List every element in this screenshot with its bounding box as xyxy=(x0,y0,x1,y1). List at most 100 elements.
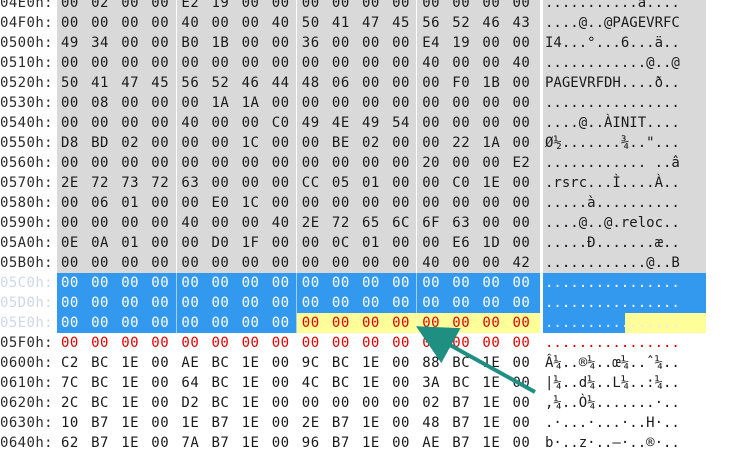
hex-byte[interactable]: 01 xyxy=(362,175,380,191)
hex-byte[interactable]: 00 xyxy=(151,375,170,391)
hex-byte[interactable]: 56 xyxy=(422,15,441,31)
hex-byte[interactable]: 1E xyxy=(362,355,380,371)
hex-byte[interactable]: 00 xyxy=(61,55,79,71)
hex-row[interactable]: 0620h: 2C BC 1E 00 D2 BC 1E 00 00 00 00 00 02 B7 1E 00 ,¼… xyxy=(0,393,751,413)
hex-byte[interactable]: 1E xyxy=(482,375,501,391)
hex-byte[interactable]: 00 xyxy=(151,95,170,111)
hex-byte[interactable]: B7 xyxy=(91,435,109,451)
hex-byte[interactable]: 00 xyxy=(512,115,531,131)
hex-byte[interactable]: 00 xyxy=(452,255,471,271)
hex-byte[interactable]: 00 xyxy=(512,215,531,231)
hex-byte[interactable]: 1D xyxy=(482,235,501,251)
hex-byte[interactable]: 00 xyxy=(482,195,501,211)
hex-byte[interactable]: 00 xyxy=(392,315,410,331)
hex-byte[interactable]: 00 xyxy=(241,155,260,171)
hex-byte[interactable]: 06 xyxy=(331,75,350,91)
hex-byte[interactable]: 00 xyxy=(422,0,441,11)
hex-byte[interactable]: B7 xyxy=(211,435,230,451)
hex-byte[interactable]: B7 xyxy=(452,435,471,451)
hex-byte[interactable]: 00 xyxy=(331,195,350,211)
hex-byte[interactable]: 00 xyxy=(362,95,380,111)
hex-byte[interactable]: E6 xyxy=(452,235,471,251)
hex-byte[interactable]: 00 xyxy=(61,315,79,331)
ascii-text[interactable]: .....Ð.......æ.. xyxy=(545,235,680,251)
hex-byte[interactable]: 40 xyxy=(271,215,290,231)
hex-byte[interactable]: 1E xyxy=(181,415,200,431)
hex-byte[interactable]: 00 xyxy=(271,435,290,451)
hex-byte[interactable]: 00 xyxy=(452,0,471,11)
hex-byte[interactable]: 72 xyxy=(151,175,170,191)
hex-row[interactable]: 0500h: 49 34 00 00 B0 1B 00 00 36 00 00 00 E4 19 00 00 I4… xyxy=(0,33,751,53)
hex-byte[interactable]: 52 xyxy=(211,75,230,91)
hex-byte[interactable]: 00 xyxy=(151,435,170,451)
hex-byte[interactable]: 00 xyxy=(271,255,290,271)
hex-byte[interactable]: 00 xyxy=(392,255,410,271)
hex-byte[interactable]: 00 xyxy=(301,155,320,171)
hex-byte[interactable]: F0 xyxy=(452,75,471,91)
hex-row[interactable]: 0590h: 00 00 00 00 40 00 00 40 2E 72 65 6C 6F 63 00 00..… xyxy=(0,213,751,233)
hex-byte[interactable]: 50 xyxy=(61,75,79,91)
hex-byte[interactable]: 00 xyxy=(181,95,200,111)
hex-byte[interactable]: C2 xyxy=(61,355,79,371)
hex-byte[interactable]: 00 xyxy=(91,315,109,331)
hex-byte[interactable]: 10 xyxy=(61,415,79,431)
hex-byte[interactable]: 40 xyxy=(422,55,441,71)
hex-byte[interactable]: 00 xyxy=(422,95,441,111)
hex-byte[interactable]: 06 xyxy=(91,195,109,211)
hex-byte[interactable]: 00 xyxy=(151,155,170,171)
hex-byte[interactable]: 00 xyxy=(301,135,320,151)
hex-row[interactable]: 0510h: 00 00 00 00 00 00 00 00 00 00 00 00 40 00 00 40..… xyxy=(0,53,751,73)
hex-byte[interactable]: 7A xyxy=(181,435,200,451)
hex-byte[interactable]: 00 xyxy=(151,0,170,11)
hex-byte[interactable]: 00 xyxy=(512,235,531,251)
hex-byte[interactable]: 00 xyxy=(241,175,260,191)
hex-byte[interactable]: 00 xyxy=(512,275,531,291)
hex-byte[interactable]: 00 xyxy=(331,95,350,111)
hex-byte[interactable]: 00 xyxy=(181,195,200,211)
hex-byte[interactable]: 00 xyxy=(91,15,109,31)
hex-byte[interactable]: 40 xyxy=(422,255,441,271)
hex-byte[interactable]: 19 xyxy=(452,35,471,51)
hex-byte[interactable]: 00 xyxy=(362,315,380,331)
hex-byte[interactable]: 00 xyxy=(91,215,109,231)
hex-row[interactable]: 05A0h: 0E 0A 01 00 00 D0 1F 00 00 0C 01 00 00 E6 1D 00..… xyxy=(0,233,751,253)
hex-byte[interactable]: 00 xyxy=(392,35,410,51)
hex-byte[interactable]: 00 xyxy=(181,235,200,251)
hex-byte[interactable]: 9C xyxy=(301,355,320,371)
hex-byte[interactable]: 49 xyxy=(301,115,320,131)
hex-byte[interactable]: 00 xyxy=(181,335,200,351)
hex-byte[interactable]: 00 xyxy=(151,255,170,271)
ascii-text[interactable]: ................ xyxy=(545,95,680,111)
hex-byte[interactable]: 00 xyxy=(181,135,200,151)
hex-row[interactable]: 04E0h: 00 02 00 00 E2 19 00 00 00 00 00 00 00 00 00 00..… xyxy=(0,0,751,13)
hex-byte[interactable]: 01 xyxy=(121,195,140,211)
hex-byte[interactable]: 00 xyxy=(301,295,320,311)
hex-byte[interactable]: 41 xyxy=(331,15,350,31)
hex-byte[interactable]: B7 xyxy=(452,395,471,411)
ascii-text[interactable]: ............@..B xyxy=(545,255,680,271)
hex-row[interactable]: 05D0h: 00 00 00 00 00 00 00 00 00 00 00 00 00 00 00 00..… xyxy=(0,293,751,313)
ascii-text[interactable]: ....@..ÀINIT.... xyxy=(545,115,680,131)
hex-byte[interactable]: 00 xyxy=(61,155,79,171)
hex-byte[interactable]: 00 xyxy=(512,175,531,191)
hex-byte[interactable]: 00 xyxy=(452,95,471,111)
hex-byte[interactable]: 00 xyxy=(331,155,350,171)
hex-byte[interactable]: 02 xyxy=(362,135,380,151)
ascii-text[interactable]: ................ xyxy=(545,315,680,331)
hex-byte[interactable]: 00 xyxy=(241,295,260,311)
hex-byte[interactable]: 00 xyxy=(422,275,441,291)
hex-byte[interactable]: 00 xyxy=(211,155,230,171)
hex-byte[interactable]: 00 xyxy=(301,395,320,411)
hex-byte[interactable]: 00 xyxy=(61,295,79,311)
hex-byte[interactable]: 00 xyxy=(422,295,441,311)
hex-byte[interactable]: 1E xyxy=(362,435,380,451)
hex-byte[interactable]: 1E xyxy=(362,415,380,431)
hex-byte[interactable]: 00 xyxy=(482,295,501,311)
hex-byte[interactable]: 00 xyxy=(91,335,109,351)
hex-byte[interactable]: 00 xyxy=(271,95,290,111)
hex-byte[interactable]: 00 xyxy=(301,55,320,71)
hex-byte[interactable]: 44 xyxy=(271,75,290,91)
hex-byte[interactable]: 00 xyxy=(362,75,380,91)
hex-byte[interactable]: 4E xyxy=(331,115,350,131)
hex-byte[interactable]: 40 xyxy=(512,55,531,71)
